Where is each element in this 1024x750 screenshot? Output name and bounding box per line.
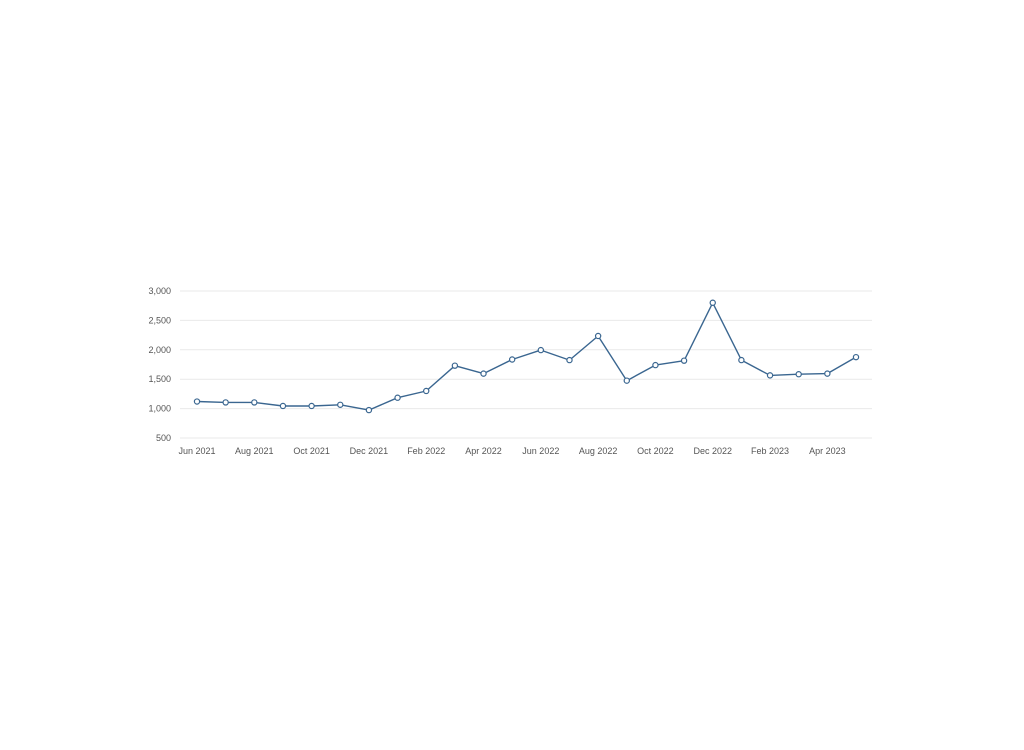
data-point[interactable] bbox=[365, 406, 373, 414]
data-point[interactable] bbox=[824, 370, 831, 377]
data-point[interactable] bbox=[738, 356, 745, 364]
x-tick-label: Apr 2022 bbox=[465, 446, 502, 456]
y-tick-label: 2,000 bbox=[148, 345, 171, 355]
x-axis-tick-labels: Jun 2021 Aug 2021 Oct 2021 Dec 2021 Feb 2022… bbox=[178, 446, 845, 456]
x-tick-label: Dec 2022 bbox=[693, 446, 732, 456]
data-point[interactable] bbox=[623, 377, 630, 384]
data-point[interactable] bbox=[480, 370, 487, 377]
y-tick-label: 3,000 bbox=[148, 286, 171, 296]
series-group bbox=[193, 299, 860, 414]
data-point[interactable] bbox=[766, 372, 774, 379]
y-tick-label: 1,000 bbox=[148, 404, 171, 414]
series-line bbox=[196, 302, 857, 411]
x-tick-label: Aug 2022 bbox=[579, 446, 618, 456]
data-point[interactable] bbox=[680, 357, 688, 364]
y-tick-label: 1,500 bbox=[148, 374, 171, 384]
x-tick-label: Apr 2023 bbox=[809, 446, 846, 456]
data-point[interactable] bbox=[852, 353, 860, 361]
data-point[interactable] bbox=[308, 402, 315, 410]
data-point[interactable] bbox=[193, 398, 201, 405]
data-point[interactable] bbox=[451, 362, 459, 369]
x-tick-label: Feb 2022 bbox=[407, 446, 445, 456]
data-point[interactable] bbox=[566, 356, 573, 364]
x-tick-label: Jun 2022 bbox=[522, 446, 559, 456]
y-tick-label: 500 bbox=[156, 433, 171, 443]
data-point[interactable] bbox=[251, 399, 258, 406]
x-tick-label: Jun 2021 bbox=[178, 446, 215, 456]
data-point[interactable] bbox=[537, 346, 545, 354]
x-tick-label: Oct 2021 bbox=[293, 446, 330, 456]
data-point[interactable] bbox=[795, 371, 802, 378]
data-point[interactable] bbox=[508, 356, 516, 363]
y-axis-tick-labels: 3,000 2,500 2,000 1,500 1,000 500 bbox=[148, 286, 171, 443]
data-point[interactable] bbox=[709, 299, 716, 306]
data-point[interactable] bbox=[337, 401, 344, 408]
gridlines bbox=[180, 290, 872, 439]
x-tick-label: Oct 2022 bbox=[637, 446, 674, 456]
x-tick-label: Feb 2023 bbox=[751, 446, 789, 456]
y-tick-label: 2,500 bbox=[148, 315, 171, 325]
data-point[interactable] bbox=[423, 387, 430, 395]
x-tick-label: Dec 2021 bbox=[350, 446, 389, 456]
data-point[interactable] bbox=[222, 399, 229, 406]
data-point[interactable] bbox=[279, 402, 287, 410]
data-point[interactable] bbox=[394, 394, 401, 401]
data-point[interactable] bbox=[652, 361, 659, 369]
data-point[interactable] bbox=[594, 332, 602, 340]
x-tick-label: Aug 2021 bbox=[235, 446, 274, 456]
